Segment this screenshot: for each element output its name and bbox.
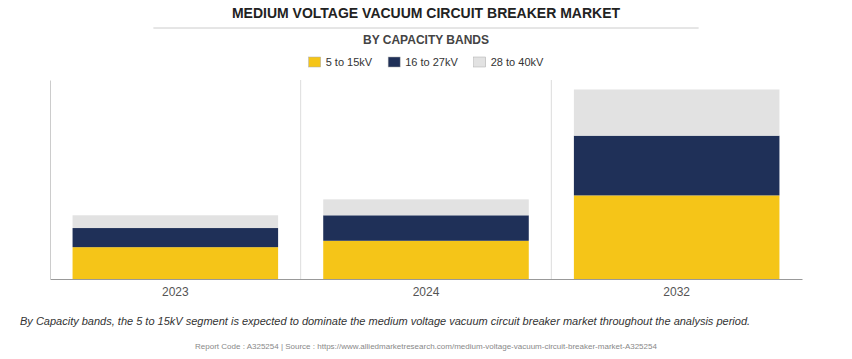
x-tick-label: 2023	[162, 285, 189, 299]
bar	[574, 136, 780, 196]
group-separator	[300, 80, 301, 279]
x-tick-label: 2032	[663, 285, 690, 299]
legend: 5 to 15kV 16 to 27kV 28 to 40kV	[309, 56, 544, 68]
legend-label: 16 to 27kV	[405, 56, 458, 68]
bar	[73, 228, 279, 247]
legend-item: 5 to 15kV	[309, 56, 373, 68]
bar	[574, 195, 780, 279]
series	[73, 136, 780, 247]
bars	[73, 89, 780, 279]
x-tick: 2024	[413, 285, 440, 299]
bar	[323, 199, 529, 215]
separators	[301, 80, 552, 279]
legend-item: 16 to 27kV	[388, 56, 458, 68]
legend-label: 5 to 15kV	[326, 56, 373, 68]
y-axis	[50, 81, 51, 280]
bar	[73, 215, 279, 228]
bar	[323, 215, 529, 240]
legend-item: 28 to 40kV	[474, 56, 544, 68]
series	[73, 89, 780, 228]
bar	[73, 247, 279, 279]
x-axis: 2023 2024 2032	[51, 280, 803, 299]
legend-swatch	[388, 57, 400, 67]
bar	[323, 241, 529, 279]
plot: 2023 2024 2032	[51, 80, 803, 299]
legend-label: 28 to 40kV	[491, 56, 544, 68]
title-separator	[153, 28, 698, 29]
x-tick: 2032	[663, 285, 690, 299]
legend-swatch	[309, 57, 321, 67]
source: Report Code : A325254 | Source : https:/…	[195, 342, 657, 351]
footer: By Capacity bands, the 5 to 15kV segment…	[20, 315, 750, 327]
bar	[574, 89, 780, 135]
legend-swatch	[474, 57, 486, 67]
x-tick: 2023	[162, 285, 189, 299]
y-axis-line	[50, 81, 51, 280]
series	[73, 195, 780, 279]
chart: MEDIUM VOLTAGE VACUUM CIRCUIT BREAKER MA…	[0, 0, 852, 359]
group-separator	[551, 80, 552, 279]
x-axis-line	[51, 279, 803, 280]
x-tick-label: 2024	[413, 285, 440, 299]
title: MEDIUM VOLTAGE VACUUM CIRCUIT BREAKER MA…	[232, 5, 621, 21]
subtitle: BY CAPACITY BANDS	[363, 33, 489, 47]
